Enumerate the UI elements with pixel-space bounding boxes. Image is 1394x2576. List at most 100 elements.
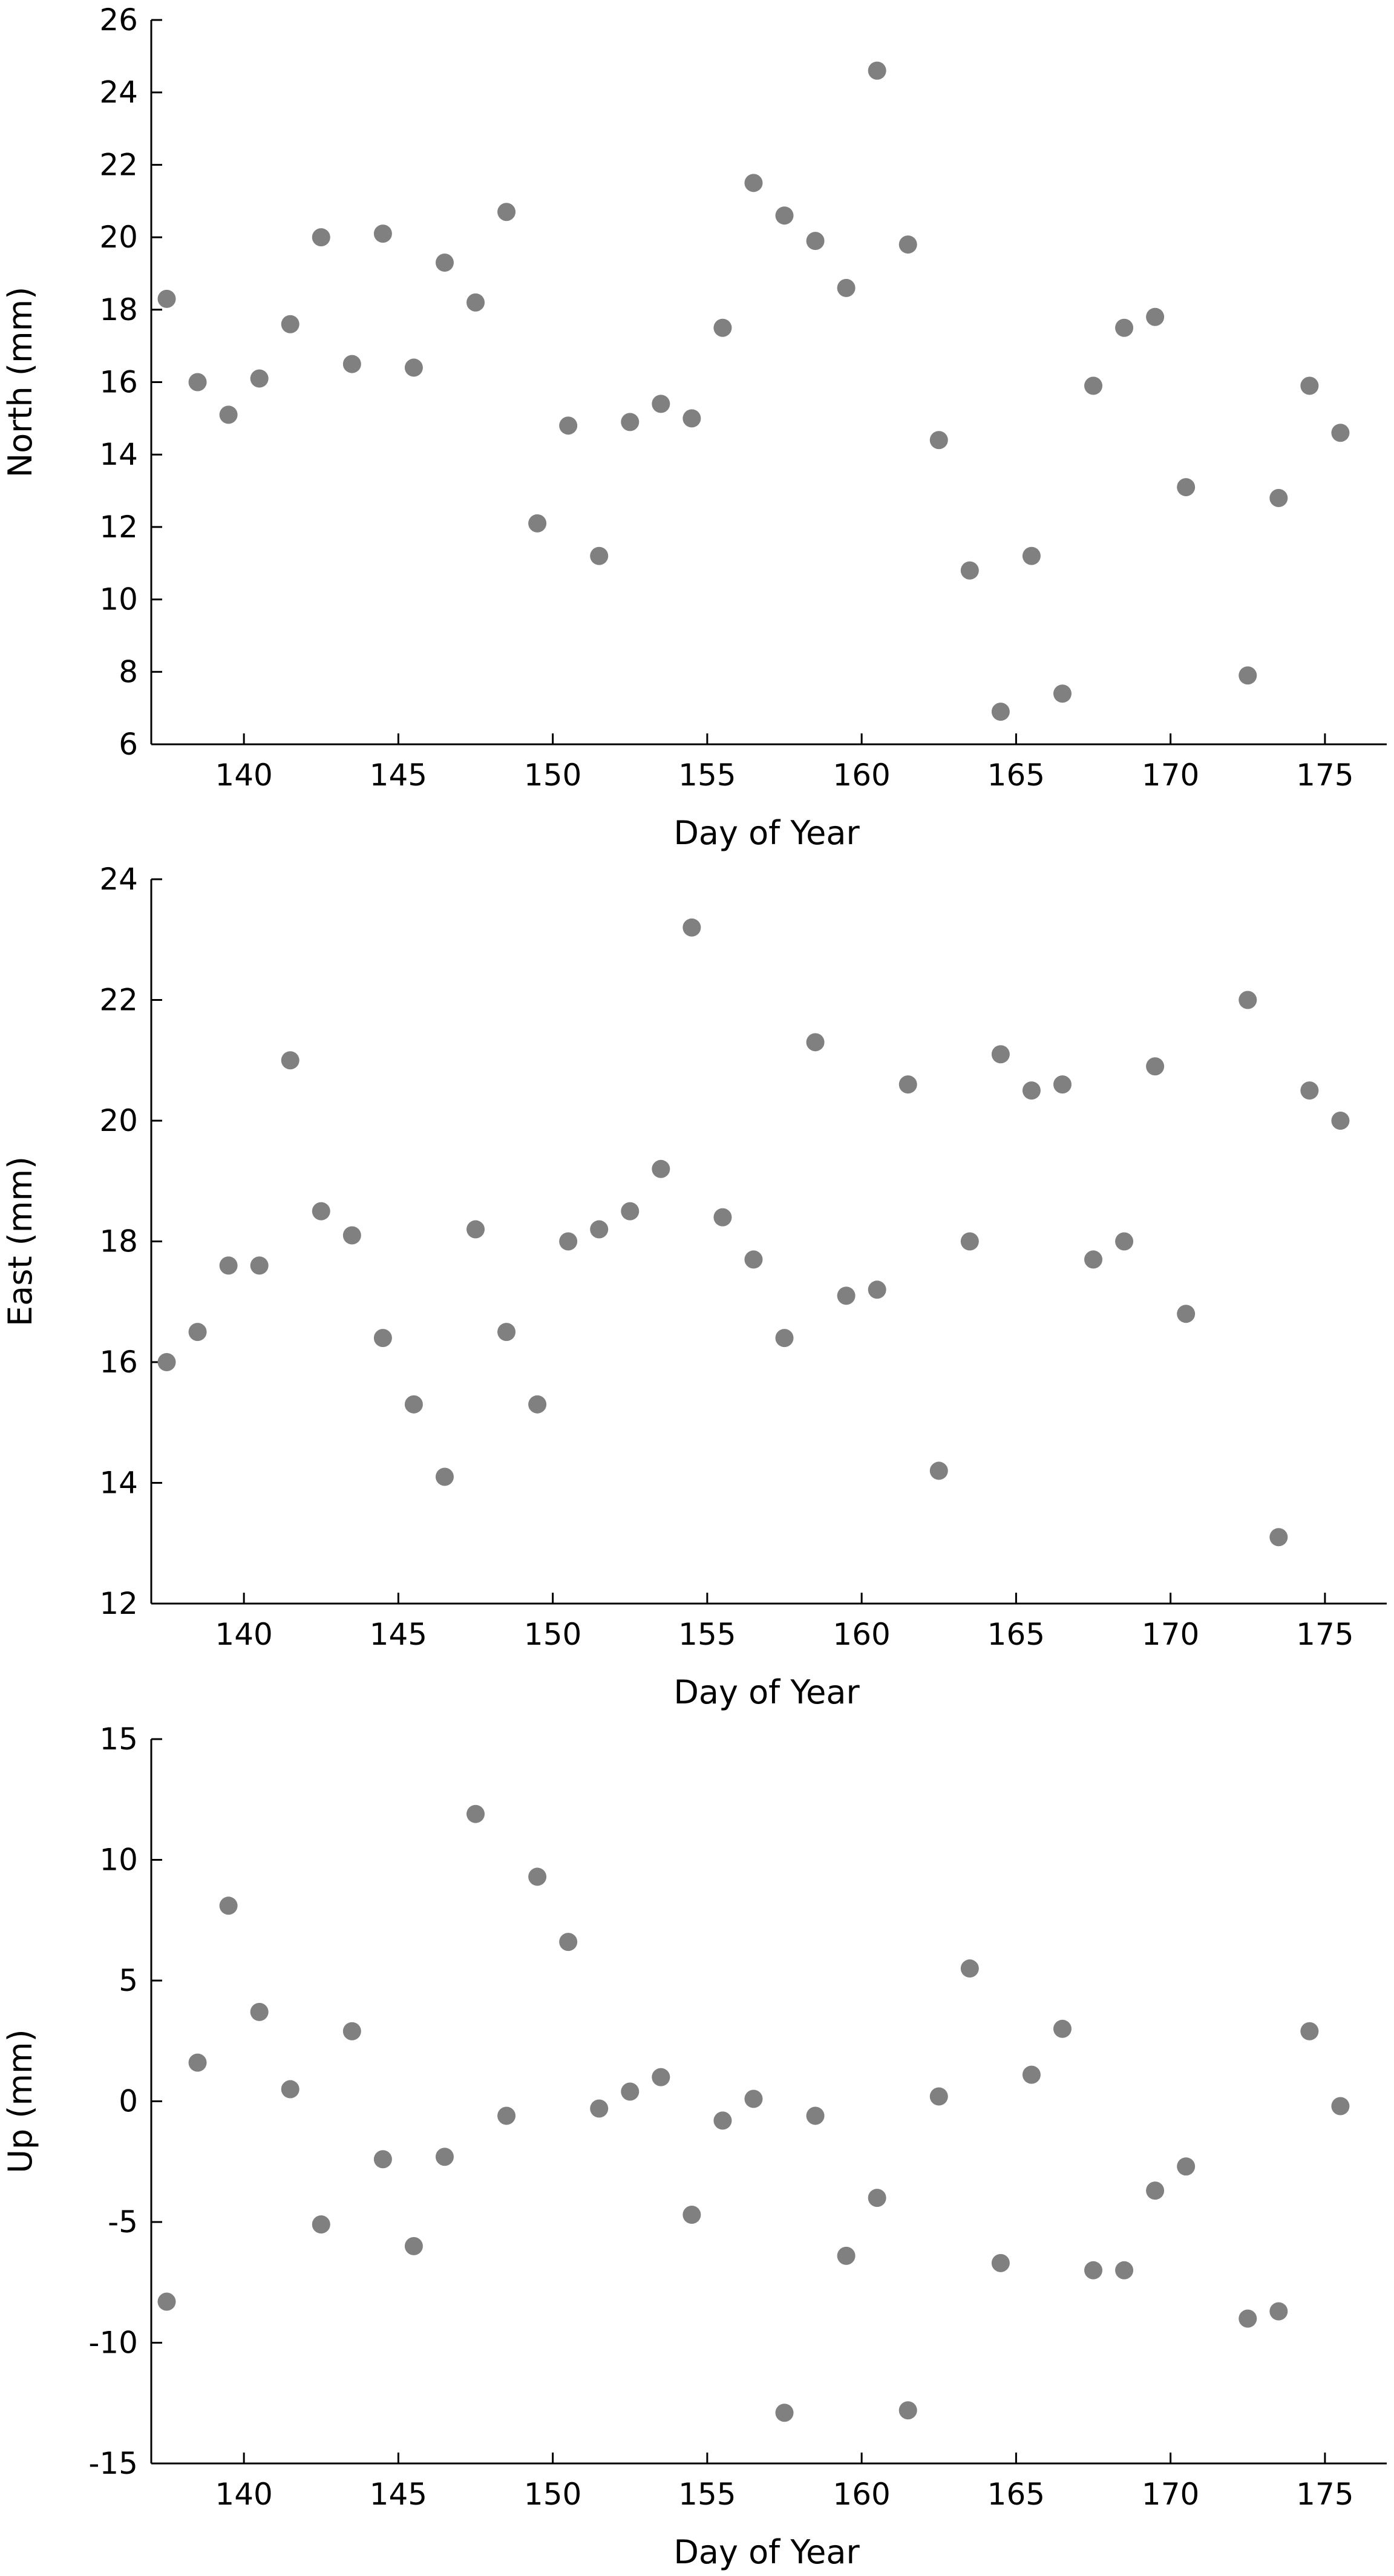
data-point (960, 1959, 979, 1978)
x-axis-label: Day of Year (673, 2533, 860, 2571)
data-point (868, 1280, 886, 1299)
data-point (1269, 1528, 1288, 1547)
data-point (898, 2401, 917, 2420)
x-tick-label: 175 (1296, 1617, 1353, 1652)
y-tick-label: -10 (88, 2325, 138, 2361)
data-point (1331, 424, 1350, 442)
y-tick-label: 8 (119, 654, 138, 689)
data-point (652, 2068, 670, 2086)
data-point (590, 546, 609, 565)
data-point (1115, 1232, 1134, 1251)
data-point (188, 373, 207, 392)
data-point (775, 2404, 794, 2422)
x-tick-label: 170 (1142, 1617, 1199, 1652)
data-point (652, 1159, 670, 1178)
data-point (590, 2099, 609, 2118)
y-tick-label: 18 (99, 1224, 138, 1259)
y-tick-label: 0 (119, 2084, 138, 2119)
y-tick-label: 12 (99, 510, 138, 545)
data-point (960, 1232, 979, 1251)
x-axis-label: Day of Year (673, 814, 860, 852)
data-point (312, 228, 330, 247)
y-tick-label: 10 (99, 1843, 138, 1878)
data-point (497, 203, 516, 221)
data-point (621, 413, 640, 431)
data-point (373, 224, 392, 243)
data-point (713, 2111, 732, 2130)
data-point (898, 235, 917, 254)
data-point (219, 1256, 238, 1275)
x-tick-label: 140 (215, 758, 272, 793)
data-point (373, 1329, 392, 1348)
data-point (621, 2082, 640, 2101)
data-point (1300, 376, 1319, 395)
data-point (528, 1867, 547, 1886)
data-point (435, 2148, 454, 2166)
y-tick-label: 16 (99, 1345, 138, 1380)
y-tick-label: 24 (99, 862, 138, 897)
x-tick-label: 175 (1296, 2477, 1353, 2512)
data-point (435, 1467, 454, 1486)
data-point (497, 2106, 516, 2125)
data-point (250, 369, 269, 388)
data-point (373, 2150, 392, 2169)
data-point (775, 1329, 794, 1348)
data-point (929, 431, 948, 450)
data-point (621, 1202, 640, 1221)
y-tick-label: 26 (99, 2, 138, 38)
data-point (342, 2022, 361, 2040)
x-axis-label: Day of Year (673, 1673, 860, 1711)
data-point (806, 232, 825, 251)
data-point (1022, 546, 1041, 565)
data-point (868, 2189, 886, 2207)
data-point (281, 2080, 299, 2099)
data-point (929, 1461, 948, 1480)
data-point (466, 1220, 485, 1239)
data-point (404, 1395, 423, 1414)
data-point (312, 2215, 330, 2234)
data-point (1022, 1081, 1041, 1100)
x-tick-label: 140 (215, 1617, 272, 1652)
data-point (991, 703, 1010, 721)
data-point (1177, 1305, 1196, 1323)
data-point (1084, 376, 1103, 395)
y-tick-label: 6 (119, 727, 138, 762)
y-tick-label: -5 (108, 2204, 138, 2240)
data-point (991, 2253, 1010, 2272)
x-tick-label: 165 (987, 2477, 1045, 2512)
y-tick-label: 16 (99, 365, 138, 400)
data-point (497, 1323, 516, 1342)
data-point (1239, 2309, 1257, 2328)
data-point (1269, 2302, 1288, 2321)
data-point (1084, 2261, 1103, 2279)
data-point (1146, 307, 1165, 326)
data-point (1300, 2022, 1319, 2040)
x-tick-label: 170 (1142, 758, 1199, 793)
data-point (1084, 1250, 1103, 1269)
data-point (744, 174, 763, 192)
y-tick-label: 20 (99, 1103, 138, 1138)
data-point (1239, 666, 1257, 685)
data-point (157, 2292, 176, 2311)
data-point (713, 1208, 732, 1227)
data-point (837, 2246, 856, 2265)
data-point (466, 1804, 485, 1823)
data-point (157, 289, 176, 308)
data-point (682, 918, 701, 937)
data-point (435, 253, 454, 272)
data-point (404, 358, 423, 377)
y-axis-label: North (mm) (1, 287, 39, 478)
y-axis-label: East (mm) (1, 1156, 39, 1326)
data-point (559, 416, 578, 435)
x-tick-label: 145 (370, 758, 427, 793)
data-point (991, 1045, 1010, 1064)
data-point (559, 1933, 578, 1952)
data-point (1146, 1057, 1165, 1076)
y-tick-label: -15 (88, 2446, 138, 2481)
data-point (219, 1896, 238, 1915)
data-point (837, 278, 856, 297)
data-point (1053, 2019, 1072, 2038)
data-point (157, 1353, 176, 1371)
data-point (682, 2206, 701, 2224)
